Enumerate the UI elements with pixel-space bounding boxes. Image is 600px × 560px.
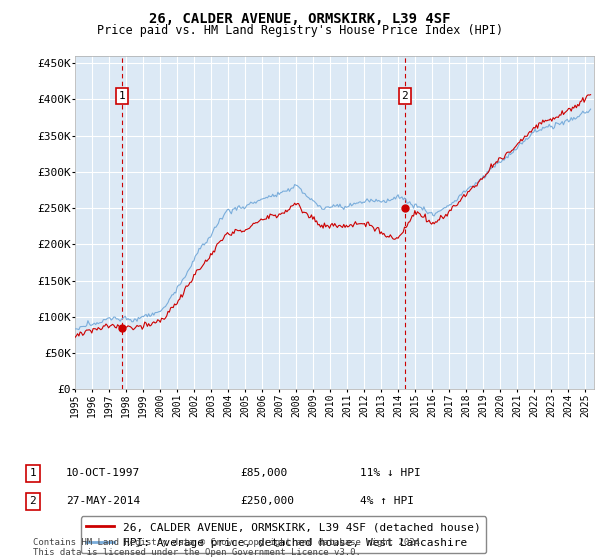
Text: 2: 2 bbox=[401, 91, 408, 101]
Legend: 26, CALDER AVENUE, ORMSKIRK, L39 4SF (detached house), HPI: Average price, detac: 26, CALDER AVENUE, ORMSKIRK, L39 4SF (de… bbox=[80, 516, 486, 553]
Text: Price paid vs. HM Land Registry's House Price Index (HPI): Price paid vs. HM Land Registry's House … bbox=[97, 24, 503, 36]
Text: Contains HM Land Registry data © Crown copyright and database right 2024.
This d: Contains HM Land Registry data © Crown c… bbox=[33, 538, 425, 557]
Text: 11% ↓ HPI: 11% ↓ HPI bbox=[360, 468, 421, 478]
Text: £85,000: £85,000 bbox=[240, 468, 287, 478]
Text: 2: 2 bbox=[29, 496, 37, 506]
Text: 27-MAY-2014: 27-MAY-2014 bbox=[66, 496, 140, 506]
Text: 1: 1 bbox=[119, 91, 125, 101]
Text: 4% ↑ HPI: 4% ↑ HPI bbox=[360, 496, 414, 506]
Text: 26, CALDER AVENUE, ORMSKIRK, L39 4SF: 26, CALDER AVENUE, ORMSKIRK, L39 4SF bbox=[149, 12, 451, 26]
Text: 1: 1 bbox=[29, 468, 37, 478]
Text: 10-OCT-1997: 10-OCT-1997 bbox=[66, 468, 140, 478]
Text: £250,000: £250,000 bbox=[240, 496, 294, 506]
